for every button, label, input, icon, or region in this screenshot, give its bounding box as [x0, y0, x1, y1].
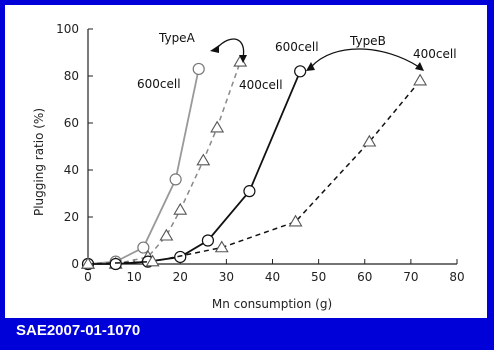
series-line — [87, 80, 421, 265]
series-3 — [81, 73, 428, 269]
typeb-arrowhead-left — [306, 62, 315, 71]
axes: 0 10 20 30 40 50 60 70 80 0 20 40 60 80 100 — [56, 22, 465, 284]
typea-arrowhead-right — [239, 55, 247, 63]
plugging-ratio-chart: 0 10 20 30 40 50 60 70 80 0 20 40 60 80 100 TypeA 600c… — [32, 22, 465, 311]
x-tick-label: 10 — [126, 270, 141, 284]
data-point — [159, 228, 174, 241]
plot-panel: 0 10 20 30 40 50 60 70 80 0 20 40 60 80 100 TypeA 600c… — [5, 5, 487, 318]
x-tick-label: 30 — [219, 270, 234, 284]
x-tick-label: 70 — [403, 270, 418, 284]
series-line — [88, 61, 241, 265]
data-point — [210, 120, 225, 133]
x-tick-label: 40 — [265, 270, 280, 284]
x-tick-label: 20 — [173, 270, 188, 284]
data-point — [109, 257, 122, 271]
typeb-arrowhead-right — [415, 62, 424, 71]
annotation-typea-400cell: 400cell — [239, 78, 283, 92]
x-tick-label: 80 — [449, 270, 464, 284]
series-line — [87, 68, 200, 265]
data-point — [243, 185, 256, 198]
data-point — [173, 202, 188, 215]
typea-arrowhead-left — [210, 45, 219, 53]
data-point — [137, 241, 150, 254]
annotation-typeb-400cell: 400cell — [413, 47, 457, 61]
series-line — [88, 70, 302, 265]
y-tick-label: 60 — [64, 116, 79, 130]
annotation-typea-600cell: 600cell — [137, 77, 181, 91]
x-tick-label: 50 — [311, 270, 326, 284]
data-point — [294, 65, 307, 78]
annotation-typea: TypeA — [158, 31, 196, 45]
y-tick-label: 40 — [64, 163, 79, 177]
data-point — [201, 234, 215, 247]
x-tick-label: 60 — [357, 270, 372, 284]
data-point — [81, 256, 95, 269]
typea-arrow — [216, 38, 245, 59]
data-point — [413, 73, 428, 86]
data-point — [192, 62, 205, 76]
series-layer — [81, 54, 428, 271]
x-axis-title: Mn consumption (g) — [212, 297, 332, 311]
x-tick-label: 0 — [84, 270, 92, 284]
data-point — [169, 173, 182, 186]
typeb-arrow — [310, 48, 420, 68]
series-0 — [81, 62, 205, 271]
annotation-layer: TypeA 600cell 400cell 600cell TypeB 400c… — [137, 31, 457, 92]
data-point — [196, 153, 211, 166]
data-point — [174, 250, 187, 264]
y-axis-title: Plugging ratio (%) — [32, 108, 46, 216]
y-tick-label: 100 — [56, 22, 79, 36]
source-reference: SAE2007-01-1070 — [16, 322, 141, 339]
annotation-typeb-600cell: 600cell — [275, 40, 319, 54]
data-point — [145, 254, 160, 267]
data-point — [214, 240, 229, 253]
y-tick-label: 20 — [64, 210, 79, 224]
data-point — [288, 214, 303, 227]
y-tick-label: 80 — [64, 69, 79, 83]
annotation-typeb: TypeB — [349, 34, 386, 48]
y-tick-label: 0 — [71, 257, 79, 271]
series-2 — [81, 65, 307, 271]
data-point — [362, 134, 377, 147]
